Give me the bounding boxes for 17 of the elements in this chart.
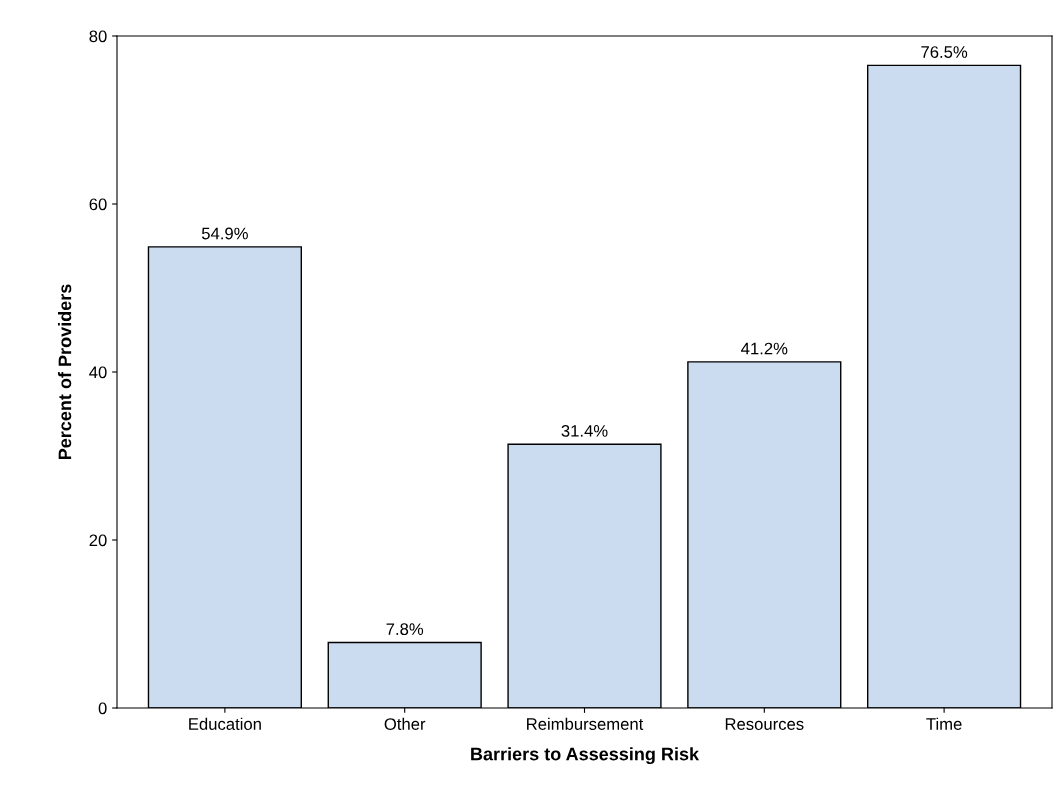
x-tick-label: Resources bbox=[725, 718, 804, 730]
y-tick-label: 0 bbox=[98, 702, 107, 715]
y-tick-label: 80 bbox=[89, 30, 107, 43]
x-tick-label: Education bbox=[189, 717, 261, 730]
data-label: 76.5% bbox=[921, 46, 968, 58]
x-axis-title: Barriers to Assessing Risk bbox=[471, 747, 700, 765]
y-tick-label: 20 bbox=[89, 534, 107, 547]
y-tick-label: 40 bbox=[89, 366, 107, 379]
y-tick-label: 60 bbox=[89, 198, 107, 211]
y-axis-title: Percent of Providers bbox=[58, 284, 72, 460]
x-tick-label: Other bbox=[384, 717, 426, 730]
x-tick-label: Time bbox=[926, 717, 962, 730]
data-label: 41.2% bbox=[741, 342, 788, 355]
data-label: 54.9% bbox=[201, 227, 248, 240]
data-label: 31.4% bbox=[561, 424, 608, 437]
data-label: 7.8% bbox=[386, 623, 424, 636]
x-tick-label: Reimbursement bbox=[527, 717, 644, 730]
